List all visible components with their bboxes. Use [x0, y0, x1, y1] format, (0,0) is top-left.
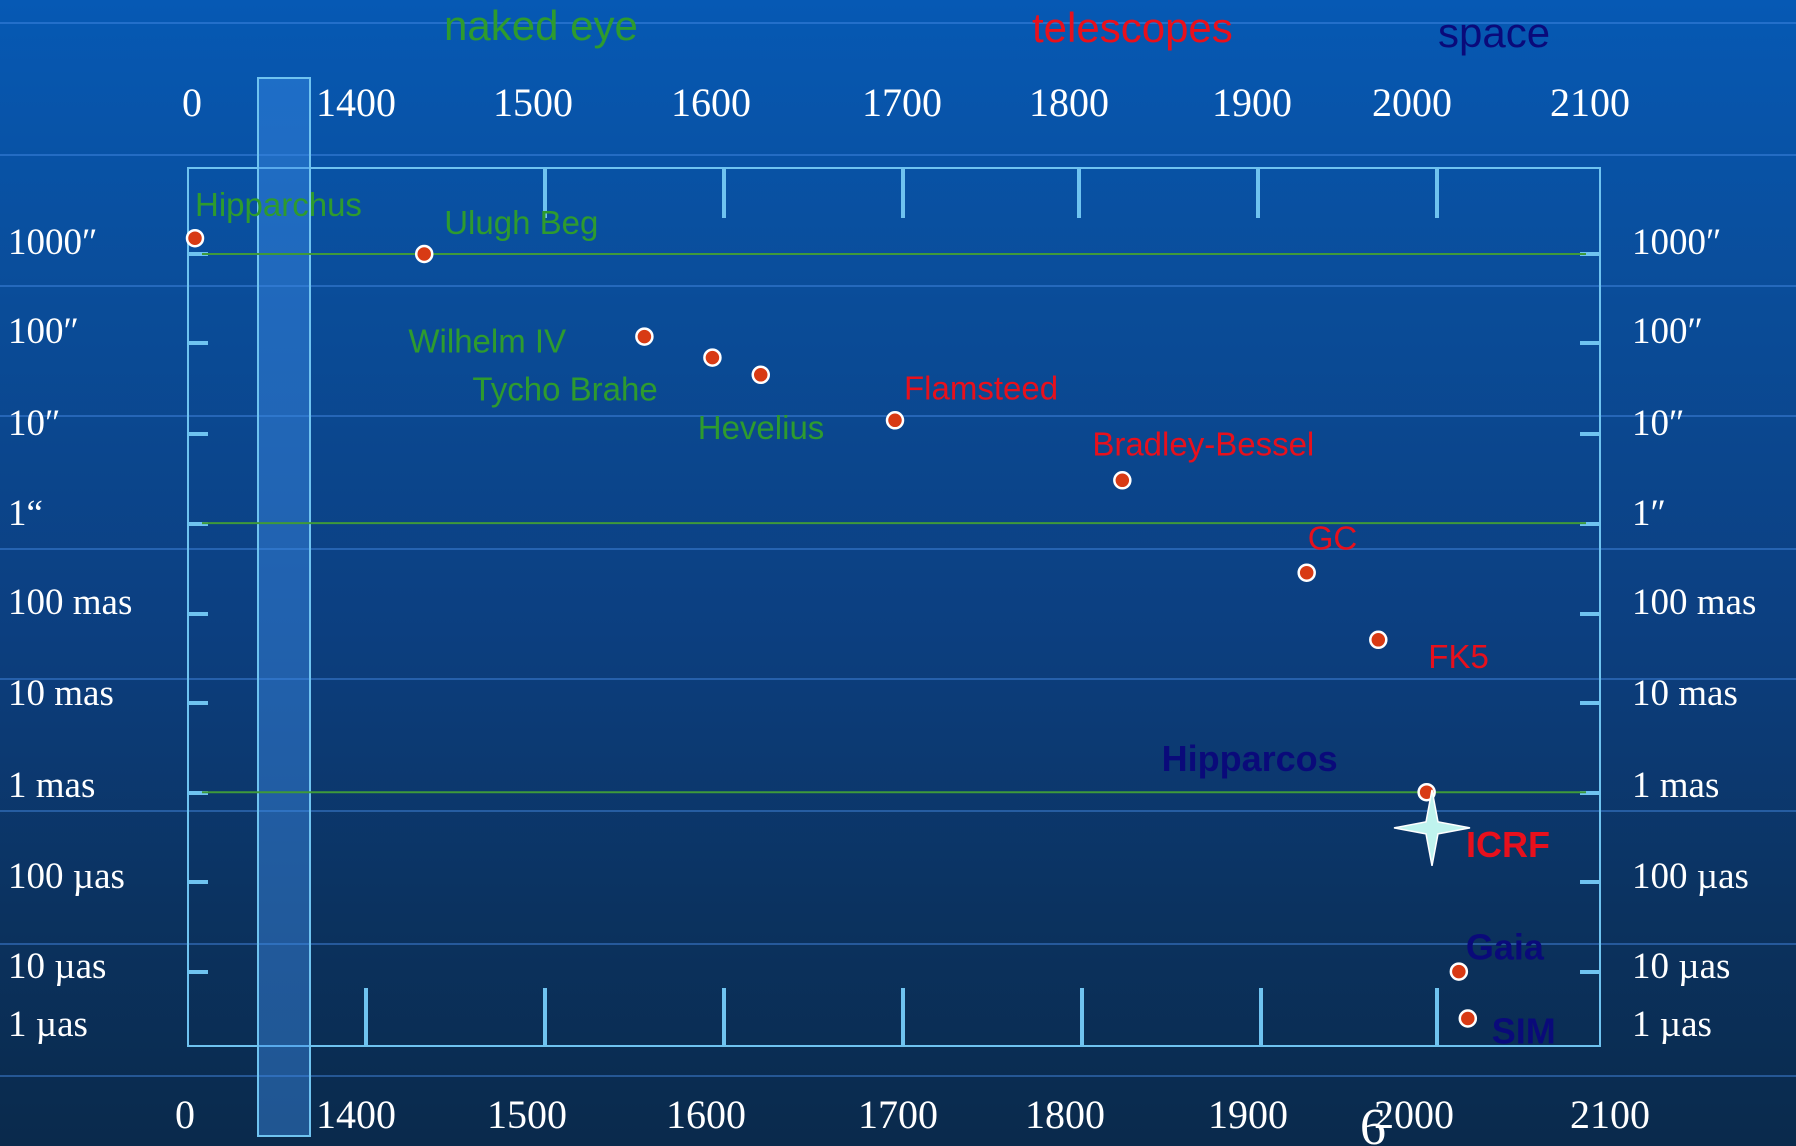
y-tick-label-right-1-as: 1 µas: [1632, 1004, 1712, 1045]
data-label-wilhelm-iv: Wilhelm IV: [408, 323, 566, 360]
data-point-gc: [1297, 563, 1316, 582]
data-point-fk5: [1369, 630, 1388, 650]
x-tick-label-top-1500: 1500: [493, 80, 573, 125]
y-tick-label-right-10-as: 10 µas: [1632, 946, 1730, 987]
y-tick-label-right-100-as: 100 µas: [1632, 856, 1749, 897]
y-tick-label-left-100-as: 100 µas: [8, 856, 125, 897]
data-point-tycho-brahe: [703, 348, 722, 367]
x-tick-label-bottom-1400: 1400: [316, 1092, 396, 1137]
y-tick-label-left-100: 100″: [8, 311, 79, 352]
data-point-hevelius: [751, 365, 770, 385]
data-label-tycho-brahe: Tycho Brahe: [472, 371, 657, 408]
y-tick-label-left-1-as: 1 µas: [8, 1004, 88, 1045]
data-label-flamsteed: Flamsteed: [904, 369, 1058, 406]
data-point-icrf: [1393, 789, 1471, 867]
x-tick-label-top-1900: 1900: [1212, 80, 1292, 125]
y-tick-label-left-1: 1“: [8, 493, 43, 534]
axis-break-band: [257, 77, 311, 1137]
x-tick-label-bottom-1900: 1900: [1208, 1092, 1288, 1137]
data-point-sim: [1458, 1009, 1478, 1028]
y-tick-label-right-1: 1″: [1632, 493, 1666, 534]
y-tick-label-left-100-mas: 100 mas: [8, 582, 132, 623]
y-tick-label-left-10-as: 10 µas: [8, 946, 106, 987]
y-tick-label-right-10: 10″: [1632, 403, 1684, 444]
plot-frame: [187, 167, 1601, 1047]
data-label-sim: SIM: [1492, 1011, 1556, 1052]
page-number: 6: [1360, 1099, 1386, 1146]
y-tick-label-right-100: 100″: [1632, 311, 1703, 352]
data-point-gaia: [1449, 962, 1469, 981]
data-label-bradley-bessel: Bradley-Bessel: [1092, 425, 1314, 462]
data-label-fk5: FK5: [1428, 638, 1489, 675]
data-point-hipparchus: [185, 228, 205, 248]
x-tick-label-bottom-1600: 1600: [666, 1092, 746, 1137]
y-tick-label-left-10-mas: 10 mas: [8, 673, 114, 714]
y-tick-label-left-1000: 1000″: [8, 222, 97, 263]
x-tick-label-bottom-1500: 1500: [487, 1092, 567, 1137]
x-tick-label-top-0: 0: [182, 80, 202, 125]
era-label-telescopes: telescopes: [1032, 4, 1233, 51]
era-label-naked-eye: naked eye: [444, 2, 638, 49]
y-tick-label-right-1000: 1000″: [1632, 222, 1721, 263]
data-point-bradley-bessel: [1113, 471, 1132, 490]
x-tick-label-top-1400: 1400: [316, 80, 396, 125]
data-label-gaia: Gaia: [1466, 927, 1545, 968]
y-tick-label-right-100-mas: 100 mas: [1632, 582, 1756, 623]
y-tick-label-right-10-mas: 10 mas: [1632, 673, 1738, 714]
x-tick-label-top-1600: 1600: [671, 80, 751, 125]
x-tick-label-bottom-2100: 2100: [1570, 1092, 1650, 1137]
x-tick-label-top-1700: 1700: [862, 80, 942, 125]
x-tick-label-bottom-1700: 1700: [858, 1092, 938, 1137]
data-point-flamsteed: [885, 411, 905, 430]
data-point-ulugh-beg: [414, 244, 434, 264]
y-tick-label-left-1-mas: 1 mas: [8, 765, 95, 806]
x-tick-label-bottom-1800: 1800: [1025, 1092, 1105, 1137]
data-label-hevelius: Hevelius: [698, 409, 825, 446]
data-label-gc: GC: [1308, 520, 1358, 557]
data-label-ulugh-beg: Ulugh Beg: [444, 204, 598, 241]
data-label-hipparchus: Hipparchus: [195, 186, 362, 223]
y-tick-label-right-1-mas: 1 mas: [1632, 765, 1719, 806]
x-tick-label-bottom-0: 0: [175, 1092, 195, 1137]
x-tick-label-top-2000: 2000: [1372, 80, 1452, 125]
data-label-hipparcos: Hipparcos: [1162, 738, 1338, 779]
data-point-wilhelm-iv: [635, 327, 654, 346]
era-label-space: space: [1438, 9, 1550, 56]
x-tick-label-top-2100: 2100: [1550, 80, 1630, 125]
x-tick-label-bottom-2000: 2000: [1374, 1092, 1454, 1137]
y-tick-label-left-10: 10″: [8, 403, 60, 444]
data-label-icrf: ICRF: [1466, 824, 1550, 865]
x-tick-label-top-1800: 1800: [1029, 80, 1109, 125]
